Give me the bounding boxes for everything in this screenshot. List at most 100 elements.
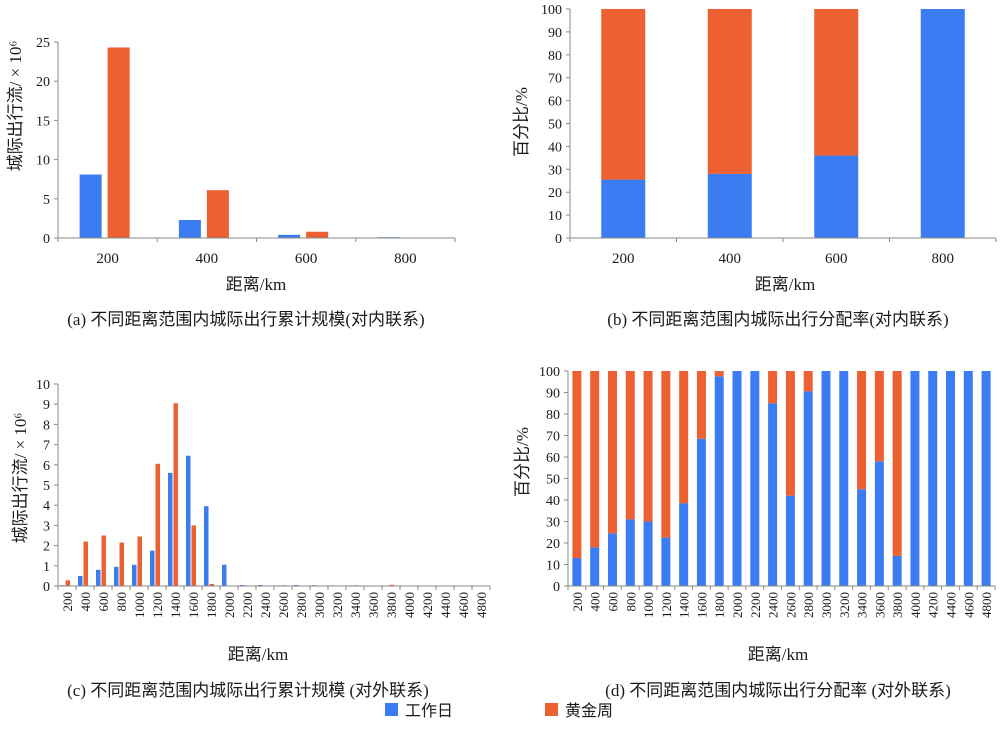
panel-caption: (d) 不同距离范围内城际出行分配率 (对外联系)	[605, 681, 951, 700]
x-axis-title: 距离/km	[226, 275, 286, 294]
bar-golden-week-1400	[173, 403, 178, 586]
bar-golden-week-3800	[389, 584, 394, 586]
bar-workday-3000	[821, 371, 831, 586]
bar-workday-600	[96, 569, 101, 586]
y-tick-label: 5	[43, 193, 50, 208]
y-tick-label: 20	[546, 537, 560, 552]
bar-workday-3600	[874, 461, 884, 586]
x-tick-label: 600	[825, 251, 848, 267]
panel-c: 0 1 2 3 4 5 6 7 8 9 10 200 400 600 800 1000 1200 1400 1600…	[11, 378, 491, 700]
bar-workday-1200	[150, 550, 155, 586]
x-tick-label: 1000	[641, 592, 656, 618]
bar-golden-week-3600	[874, 371, 884, 462]
x-tick-label: 600	[605, 592, 620, 612]
bar-workday-1200	[661, 537, 671, 587]
x-tick-label: 1200	[150, 592, 165, 618]
x-tick-label: 4400	[944, 592, 959, 618]
bar-golden-week-400	[83, 541, 88, 586]
y-tick-label: 60	[546, 451, 560, 466]
x-tick-label: 4600	[456, 592, 471, 618]
x-tick-label: 200	[60, 592, 75, 612]
x-tick-label: 1600	[186, 592, 201, 618]
y-tick-label: 100	[541, 3, 562, 18]
bar-workday-400	[707, 173, 752, 238]
y-axis-title: 城际出行流/ × 10⁶	[6, 41, 25, 172]
y-tick-label: 2	[43, 540, 50, 555]
y-tick-label: 20	[548, 186, 562, 201]
bar-workday-1000	[643, 521, 653, 586]
bar-workday-4600	[963, 371, 973, 586]
x-tick-label: 2400	[766, 592, 781, 618]
bar-workday-1000	[132, 564, 137, 586]
x-tick-label: 3800	[384, 592, 399, 618]
panel-caption: (a) 不同距离范围内城际出行累计规模(对内联系)	[67, 310, 424, 329]
y-tick-label: 3	[43, 519, 50, 534]
bar-workday-1800	[204, 506, 209, 586]
x-tick-label: 3000	[312, 592, 327, 618]
bar-workday-800	[625, 519, 635, 586]
x-tick-label: 800	[932, 251, 955, 267]
y-tick-label: 90	[546, 387, 560, 402]
bars	[79, 47, 400, 238]
bar-workday-2800	[803, 391, 813, 586]
bar-golden-week-1200	[661, 371, 671, 538]
x-tick-label: 2200	[240, 592, 255, 618]
y-tick-label: 90	[548, 26, 562, 41]
x-tick-label: 3600	[366, 592, 381, 618]
x-tick-label: 3200	[330, 592, 345, 618]
legend-swatch-golden-week	[545, 703, 558, 716]
bar-workday-4800	[981, 371, 991, 586]
bar-golden-week-2800	[803, 371, 813, 392]
bars	[572, 371, 991, 587]
bar-golden-week-600	[101, 535, 106, 586]
bar-workday-2000	[222, 564, 227, 586]
y-tick-label: 25	[36, 36, 50, 51]
y-tick-label: 6	[43, 459, 50, 474]
y-tick-label: 50	[548, 118, 562, 133]
y-tick-label: 7	[43, 439, 50, 454]
bar-golden-week-3400	[857, 371, 867, 490]
y-tick-label: 80	[548, 49, 562, 64]
y-tick-label: 40	[546, 494, 560, 509]
y-tick-label: 40	[548, 140, 562, 155]
y-tick-label: 1	[43, 560, 50, 575]
x-tick-label: 3400	[348, 592, 363, 618]
y-tick-label: 10	[36, 154, 50, 169]
axes: 0 1 2 3 4 5 6 7 8 9 10 200 400 600 800 1000 1200 1400 1600…	[36, 378, 491, 618]
axes: 0 10 20 30 40 50 60 70 80 90 100 200 400 600 800 1000 12…	[539, 365, 996, 618]
x-tick-label: 200	[612, 251, 635, 267]
panel-caption: (b) 不同距离范围内城际出行分配率(对内联系)	[607, 310, 948, 329]
bar-golden-week-600	[814, 9, 859, 156]
y-tick-label: 4	[43, 499, 50, 514]
x-tick-label: 4000	[402, 592, 417, 618]
bar-golden-week-200	[601, 9, 646, 180]
bar-golden-week-1600	[191, 525, 196, 586]
y-tick-label: 30	[548, 163, 562, 178]
bar-workday-4000	[910, 371, 920, 586]
legend-label-workday: 工作日	[405, 702, 453, 720]
y-tick-label: 10	[548, 209, 562, 224]
x-tick-label: 2800	[801, 592, 816, 618]
x-tick-label: 1800	[712, 592, 727, 618]
bar-golden-week-1600	[696, 371, 706, 439]
x-tick-label: 800	[114, 592, 129, 612]
bar-golden-week-200	[65, 580, 70, 586]
y-tick-label: 0	[553, 580, 560, 595]
bar-workday-1600	[186, 455, 191, 586]
bar-workday-800	[114, 566, 119, 586]
bar-workday-2800	[294, 584, 299, 586]
bar-workday-1800	[714, 376, 724, 587]
bar-golden-week-600	[306, 231, 329, 238]
bar-golden-week-1200	[155, 463, 160, 586]
y-tick-label: 70	[548, 72, 562, 87]
y-axis-title: 城际出行流/ × 10⁶	[11, 413, 30, 544]
bar-workday-3400	[857, 489, 867, 586]
y-tick-label: 10	[36, 378, 50, 393]
axes: 0 10 20 30 40 50 60 70 80 90 100 200 400 600 800	[541, 3, 997, 267]
bar-golden-week-3800	[892, 371, 902, 556]
bar-workday-1600	[696, 438, 706, 586]
axes: 0 5 10 15 20 25 200 400 600 800	[36, 36, 456, 267]
x-tick-label: 4400	[438, 592, 453, 618]
x-tick-label: 2000	[222, 592, 237, 618]
